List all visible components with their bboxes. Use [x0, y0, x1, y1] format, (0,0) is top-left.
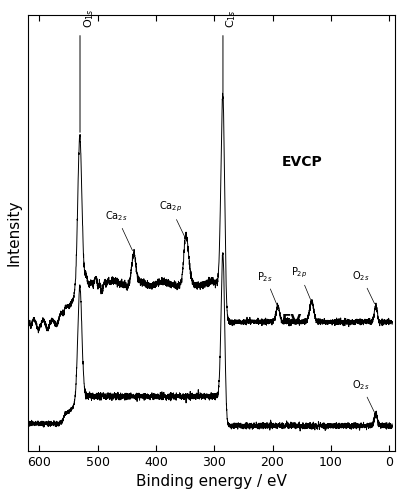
Text: O$_{2s}$: O$_{2s}$: [352, 378, 374, 413]
Text: P$_{2s}$: P$_{2s}$: [257, 270, 276, 305]
Text: P$_{2p}$: P$_{2p}$: [290, 265, 310, 300]
X-axis label: Binding energy / eV: Binding energy / eV: [136, 474, 286, 489]
Text: Ca$_{2p}$: Ca$_{2p}$: [158, 200, 185, 239]
Text: O$_{2s}$: O$_{2s}$: [352, 269, 374, 304]
Text: Ca$_{2s}$: Ca$_{2s}$: [105, 209, 132, 250]
Y-axis label: Intensity: Intensity: [7, 199, 22, 266]
Text: O$_{1s}$: O$_{1s}$: [81, 8, 95, 28]
Text: EVCP: EVCP: [281, 155, 321, 169]
Text: EV: EV: [281, 312, 301, 327]
Text: C$_{1s}$: C$_{1s}$: [224, 9, 238, 28]
